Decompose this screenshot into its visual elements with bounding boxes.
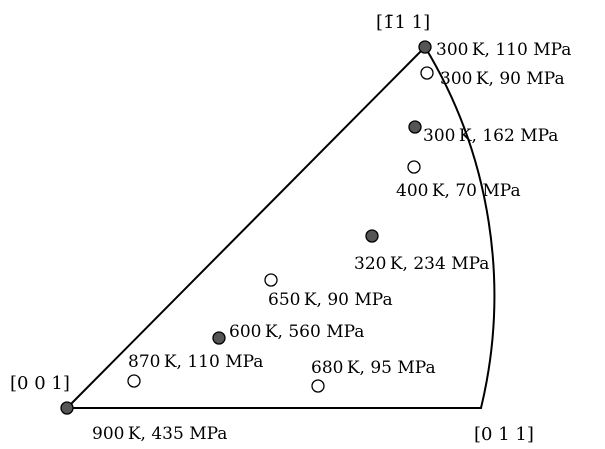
marker-600-560-filled bbox=[212, 331, 226, 345]
marker-300-110-filled bbox=[418, 40, 432, 54]
marker-300-90-open bbox=[420, 66, 434, 80]
marker-650-90-open bbox=[264, 273, 278, 287]
marker-900-435-filled bbox=[60, 401, 74, 415]
label-870-110: 870 K, 110 MPa bbox=[128, 352, 263, 372]
marker-400-70-open bbox=[407, 160, 421, 174]
label-650-90: 650 K, 90 MPa bbox=[268, 290, 393, 310]
marker-870-110-open bbox=[127, 374, 141, 388]
label-320-234: 320 K, 234 MPa bbox=[354, 254, 489, 274]
corner-label-011: [0 1 1] bbox=[474, 424, 534, 445]
corner-label-001: [0 0 1] bbox=[10, 373, 70, 394]
triangle-outline bbox=[64, 45, 496, 409]
marker-300-162-filled bbox=[408, 120, 422, 134]
label-600-560: 600 K, 560 MPa bbox=[229, 322, 364, 342]
label-300-162: 300 K, 162 MPa bbox=[423, 126, 558, 146]
label-300-90: 300 K, 90 MPa bbox=[440, 69, 565, 89]
orientation-markers bbox=[60, 40, 434, 415]
label-900-435: 900 K, 435 MPa bbox=[92, 424, 227, 444]
marker-680-95-open bbox=[311, 379, 325, 393]
label-400-70: 400 K, 70 MPa bbox=[396, 181, 521, 201]
label-300-110: 300 K, 110 MPa bbox=[436, 40, 571, 60]
label-680-95: 680 K, 95 MPa bbox=[311, 358, 436, 378]
marker-320-234-filled bbox=[365, 229, 379, 243]
corner-label-111: [1̄1 1] bbox=[376, 12, 430, 33]
